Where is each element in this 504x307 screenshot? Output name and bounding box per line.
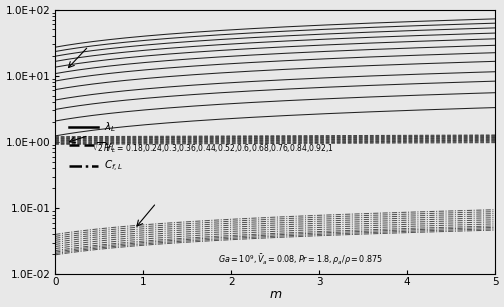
Legend: $\lambda_L$, $\gamma_L$, $C_{f,L}$: $\lambda_L$, $\gamma_L$, $C_{f,L}$ <box>69 121 122 174</box>
Text: $Ga=10^9, \bar{V}_a=0.08, Pr=1.8, \rho_a/\rho=0.875$: $Ga=10^9, \bar{V}_a=0.08, Pr=1.8, \rho_a… <box>218 252 383 267</box>
Text: $\sqrt{2}Fr_L$ = 0.18,0.24,0.3,0.36,0.44,0.52,0.6,0.68,0.76,0.84,0.92,1: $\sqrt{2}Fr_L$ = 0.18,0.24,0.3,0.36,0.44… <box>92 140 334 155</box>
X-axis label: m: m <box>269 289 281 301</box>
